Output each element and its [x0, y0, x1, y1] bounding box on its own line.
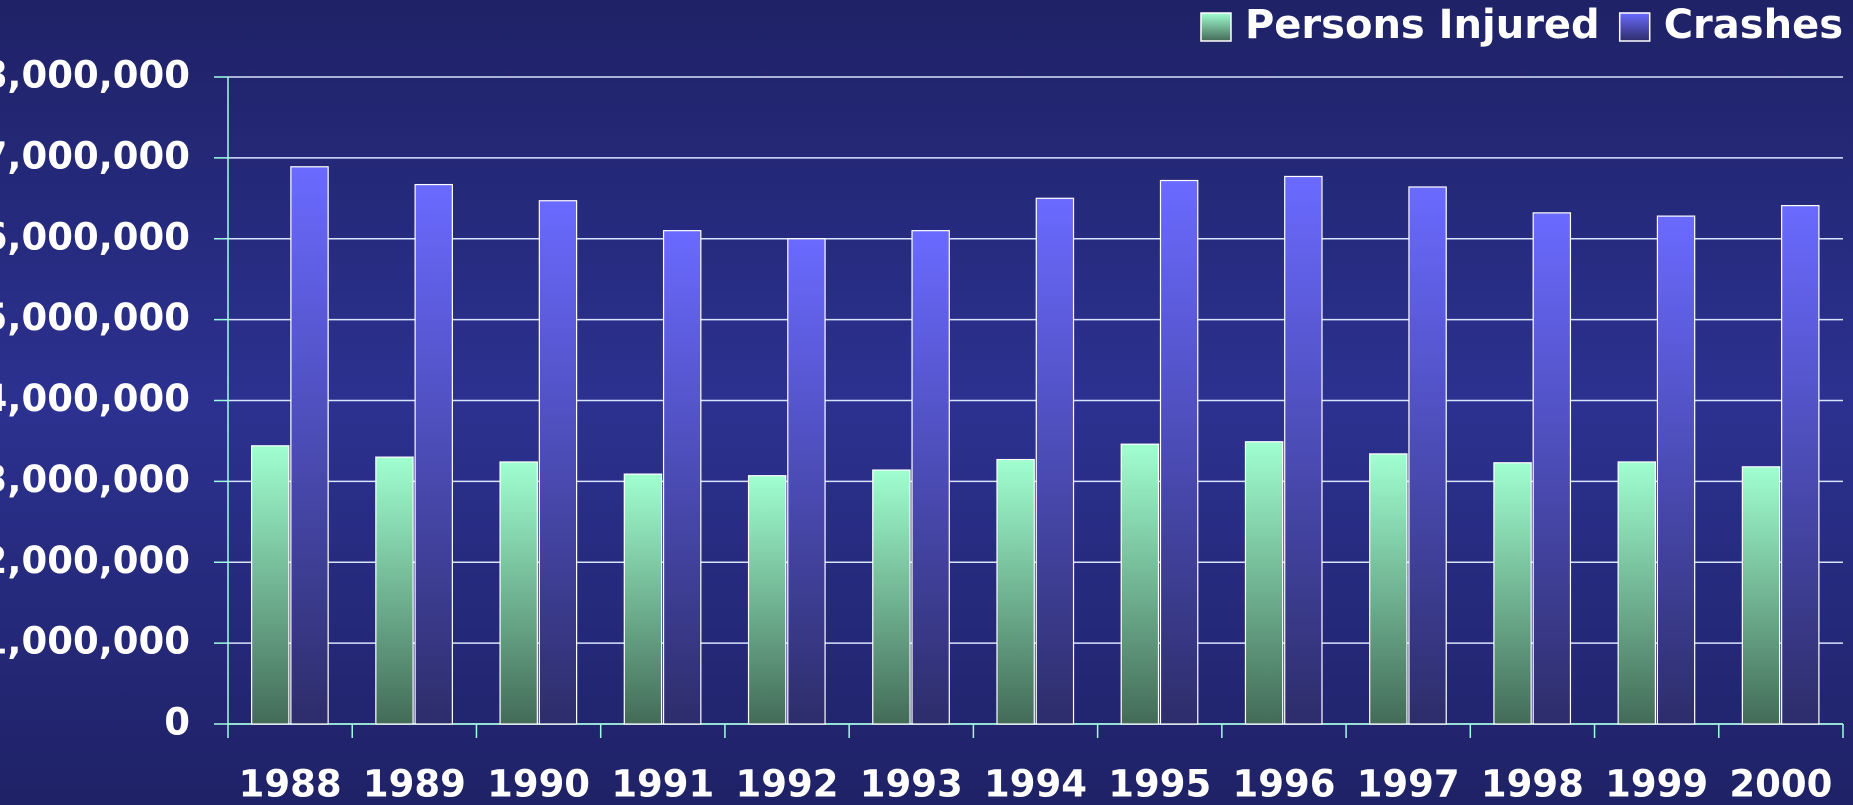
- bar: [1159, 179, 1199, 725]
- bar: [747, 475, 787, 725]
- bar: [1493, 462, 1532, 725]
- bar: [1617, 461, 1657, 725]
- bar: [623, 473, 663, 725]
- legend-swatch: [1618, 12, 1651, 42]
- y-tick-label: 1,000,000: [0, 620, 190, 663]
- y-tick-label: 7,000,000: [0, 134, 190, 177]
- bar: [1781, 204, 1820, 725]
- y-tick-label: 4,000,000: [0, 377, 190, 420]
- y-tick-label: 6,000,000: [0, 215, 190, 258]
- x-tick-label: 1995: [1108, 763, 1211, 805]
- bar: [375, 456, 414, 725]
- bar: [996, 458, 1035, 725]
- bar: [290, 166, 329, 725]
- bar: [414, 183, 453, 725]
- x-tick-label: 1992: [736, 763, 839, 805]
- bar: [499, 461, 538, 725]
- legend-label: Persons Injured: [1245, 2, 1600, 48]
- bar: [1741, 466, 1781, 725]
- bar: [1656, 215, 1696, 725]
- y-tick-label: 0: [164, 701, 190, 744]
- bar: [662, 230, 702, 725]
- bar: [1120, 443, 1160, 725]
- y-tick-label: 8,000,000: [0, 54, 190, 97]
- x-tick-label: 2000: [1729, 763, 1832, 805]
- bar: [911, 230, 950, 725]
- bar: [1532, 212, 1572, 725]
- bar: [1408, 186, 1447, 725]
- bar: [1284, 175, 1323, 725]
- x-tick-label: 1993: [860, 763, 963, 805]
- y-tick-label: 5,000,000: [0, 296, 190, 339]
- bar: [1244, 441, 1284, 725]
- bar: [872, 469, 911, 725]
- y-tick-label: 3,000,000: [0, 458, 190, 501]
- bar: [1369, 453, 1408, 725]
- x-tick-label: 1994: [984, 763, 1087, 805]
- bar: [251, 445, 290, 725]
- x-tick-label: 1991: [611, 763, 714, 805]
- x-tick-label: 1989: [363, 763, 466, 805]
- x-tick-label: 1997: [1357, 763, 1460, 805]
- x-tick-label: 1996: [1232, 763, 1335, 805]
- bar: [538, 200, 578, 725]
- x-tick-label: 1998: [1481, 763, 1584, 805]
- x-tick-label: 1990: [487, 763, 590, 805]
- y-tick-label: 2,000,000: [0, 539, 190, 582]
- bar: [1035, 197, 1075, 725]
- bar: [787, 238, 826, 725]
- legend-swatch: [1200, 12, 1232, 42]
- x-tick-label: 1999: [1605, 763, 1708, 805]
- legend-label: Crashes: [1664, 2, 1843, 48]
- x-tick-label: 1988: [239, 763, 342, 805]
